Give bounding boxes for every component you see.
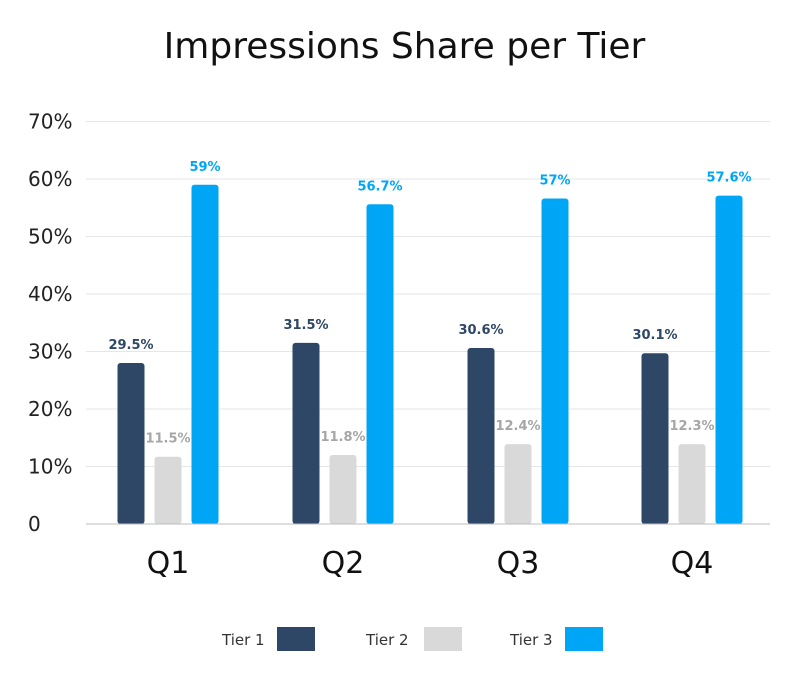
data-label: 29.5%	[108, 338, 153, 353]
data-label: 59%	[189, 160, 220, 175]
legend-swatch-tier-1	[277, 627, 315, 651]
data-label: 12.3%	[669, 419, 714, 434]
y-tick-label: 40%	[28, 282, 72, 306]
x-axis-ticks: Q1 Q2 Q3 Q4	[147, 546, 714, 581]
data-label: 11.5%	[145, 432, 190, 447]
y-tick-label: 10%	[28, 455, 72, 479]
data-label: 57%	[539, 174, 570, 189]
y-tick-label: 60%	[28, 167, 72, 191]
data-label: 56.7%	[357, 179, 402, 194]
legend-label-tier-1: Tier 1	[221, 631, 265, 649]
bar-tier-2-q2	[329, 455, 357, 524]
bar-tier-1-q1	[117, 363, 145, 524]
legend-label-tier-2: Tier 2	[365, 631, 409, 649]
bar-tier-2-q1	[154, 456, 182, 524]
bars	[117, 184, 743, 525]
bar-tier-3-q3	[541, 198, 569, 525]
data-label: 31.5%	[283, 318, 328, 333]
y-tick-label: 30%	[28, 340, 72, 364]
data-label: 12.4%	[495, 419, 540, 434]
chart-title: Impressions Share per Tier	[163, 26, 646, 67]
data-label: 30.6%	[458, 323, 503, 338]
y-tick-label: 20%	[28, 397, 72, 421]
y-tick-label: 0	[28, 512, 41, 536]
data-label: 57.6%	[706, 171, 751, 186]
legend-swatch-tier-3	[565, 627, 603, 651]
bar-tier-3-q1	[191, 184, 219, 524]
bar-tier-2-q4	[678, 444, 706, 524]
bar-tier-1-q3	[467, 348, 495, 524]
x-tick-label: Q3	[497, 546, 540, 581]
legend: Tier 1 Tier 2 Tier 3	[221, 627, 603, 651]
legend-label-tier-3: Tier 3	[509, 631, 553, 649]
bar-tier-1-q4	[641, 353, 669, 524]
bar-tier-3-q2	[366, 204, 394, 525]
legend-swatch-tier-2	[424, 627, 462, 651]
bar-tier-1-q2	[292, 342, 320, 524]
x-tick-label: Q4	[671, 546, 714, 581]
bar-tier-2-q3	[504, 444, 532, 524]
bar-tier-3-q4	[715, 195, 743, 525]
x-tick-label: Q2	[322, 546, 365, 581]
y-tick-label: 50%	[28, 225, 72, 249]
y-tick-label: 70%	[28, 110, 72, 134]
x-tick-label: Q1	[147, 546, 190, 581]
data-label: 30.1%	[632, 328, 677, 343]
data-label: 11.8%	[320, 430, 365, 445]
data-labels: 29.5% 11.5% 59% 31.5% 11.8% 56.7% 30.6% 12.4% 57…	[108, 160, 751, 447]
y-axis-ticks: 0 10% 20% 30% 40% 50% 60% 70%	[28, 110, 72, 537]
